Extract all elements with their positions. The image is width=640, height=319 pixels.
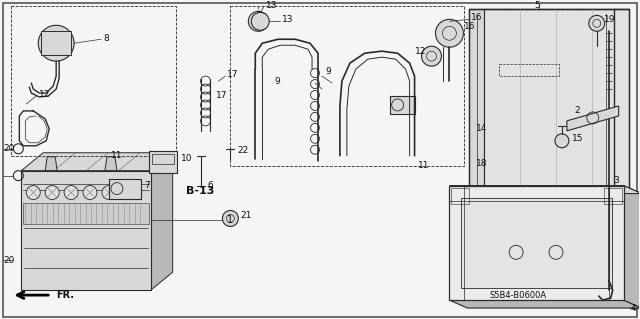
Bar xyxy=(451,188,469,204)
Text: 9: 9 xyxy=(325,67,331,76)
Bar xyxy=(23,203,148,225)
Circle shape xyxy=(589,15,605,31)
Text: 1: 1 xyxy=(227,215,234,226)
Bar xyxy=(12,6,175,156)
Text: 20: 20 xyxy=(3,144,15,153)
Text: 19: 19 xyxy=(604,15,615,24)
Text: 17: 17 xyxy=(216,92,227,100)
Circle shape xyxy=(435,19,463,47)
Circle shape xyxy=(252,12,269,30)
Circle shape xyxy=(45,186,59,199)
Polygon shape xyxy=(21,153,173,171)
Circle shape xyxy=(496,158,512,174)
Polygon shape xyxy=(449,186,640,194)
Circle shape xyxy=(121,186,135,199)
Bar xyxy=(152,154,173,164)
Text: 4: 4 xyxy=(631,304,637,313)
Bar xyxy=(148,151,177,173)
Polygon shape xyxy=(21,171,151,290)
Text: 2: 2 xyxy=(574,107,579,115)
Circle shape xyxy=(248,11,268,31)
Polygon shape xyxy=(151,153,173,290)
Text: B-13: B-13 xyxy=(186,186,214,196)
Bar xyxy=(461,197,612,288)
Text: 13: 13 xyxy=(282,15,294,24)
Text: 16: 16 xyxy=(471,13,483,22)
Bar xyxy=(390,96,415,114)
Polygon shape xyxy=(449,300,640,308)
Text: 14: 14 xyxy=(476,124,487,133)
Text: 18: 18 xyxy=(476,159,487,168)
Polygon shape xyxy=(469,9,484,260)
Polygon shape xyxy=(614,9,628,260)
Bar xyxy=(230,6,465,166)
Circle shape xyxy=(422,46,442,66)
Text: 15: 15 xyxy=(572,134,584,143)
Polygon shape xyxy=(484,9,628,260)
Circle shape xyxy=(102,186,116,199)
Bar xyxy=(41,31,71,55)
Text: 21: 21 xyxy=(241,211,252,220)
Text: 9: 9 xyxy=(275,77,280,85)
Circle shape xyxy=(26,186,40,199)
Circle shape xyxy=(496,123,512,139)
Text: 20: 20 xyxy=(3,256,15,265)
Polygon shape xyxy=(105,157,117,171)
Text: 10: 10 xyxy=(180,154,192,163)
Text: 12: 12 xyxy=(39,90,51,99)
Text: 11: 11 xyxy=(417,161,429,170)
Text: 7: 7 xyxy=(144,181,150,190)
Text: 8: 8 xyxy=(103,34,109,43)
Text: 5: 5 xyxy=(534,1,540,10)
Bar xyxy=(604,188,621,204)
Text: 13: 13 xyxy=(266,1,278,10)
Polygon shape xyxy=(567,106,619,131)
Bar xyxy=(499,64,559,76)
Text: 17: 17 xyxy=(227,70,239,78)
Circle shape xyxy=(555,134,569,148)
Bar xyxy=(109,179,141,198)
Text: 6: 6 xyxy=(207,181,213,190)
Polygon shape xyxy=(623,186,640,308)
Bar xyxy=(526,226,556,243)
Circle shape xyxy=(83,186,97,199)
Text: FR.: FR. xyxy=(56,290,74,300)
Text: 12: 12 xyxy=(415,47,426,56)
Circle shape xyxy=(64,186,78,199)
Text: 11: 11 xyxy=(111,151,122,160)
Polygon shape xyxy=(45,157,57,171)
Circle shape xyxy=(38,25,74,61)
Text: 22: 22 xyxy=(237,146,248,155)
Text: S5B4-B0600A: S5B4-B0600A xyxy=(489,291,547,300)
Text: 3: 3 xyxy=(614,176,620,185)
Circle shape xyxy=(223,211,238,226)
Polygon shape xyxy=(449,186,623,300)
Text: 16: 16 xyxy=(465,22,476,31)
